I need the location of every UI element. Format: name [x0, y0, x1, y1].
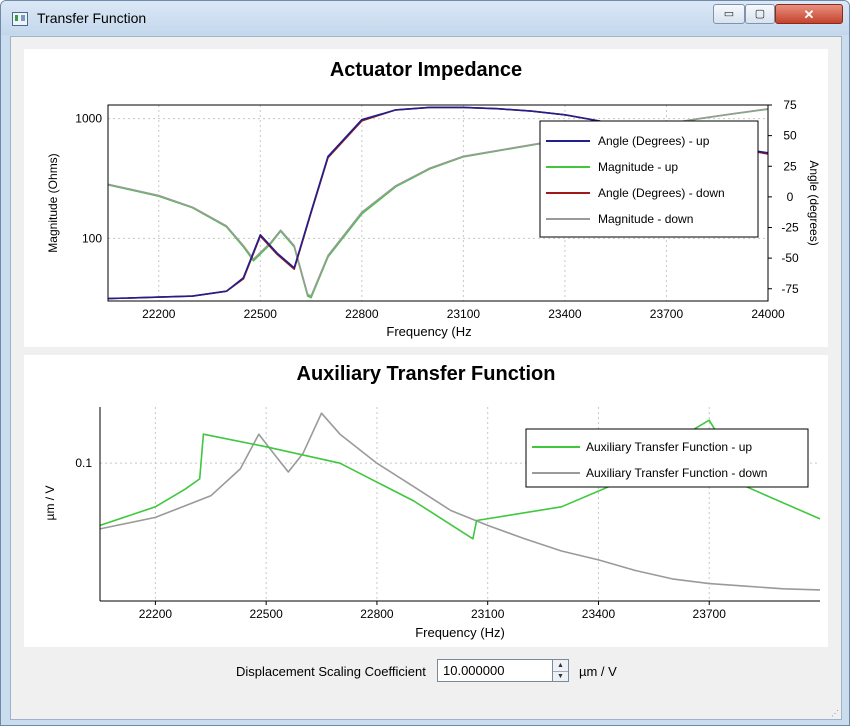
auxiliary-x-tick-label: 22500: [249, 607, 283, 621]
scaling-coefficient-label: Displacement Scaling Coefficient: [236, 664, 426, 679]
impedance-legend: Angle (Degrees) - up Magnitude - up Angle …: [539, 120, 759, 238]
resize-grip-icon[interactable]: ⋰: [831, 709, 839, 718]
scaling-coefficient-input[interactable]: 10.000000: [437, 659, 553, 682]
client-area: Actuator Impedance 22200 22500 22800 23100 2…: [10, 36, 842, 720]
scaling-coefficient-unit: µm / V: [579, 664, 617, 679]
auxiliary-x-tick-label: 22200: [139, 607, 173, 621]
auxiliary-series-line: [99, 419, 821, 540]
auxiliary-y-axis-label: µm / V: [43, 486, 57, 521]
spin-down-arrow-icon[interactable]: ▼: [557, 673, 564, 680]
impedance-y2-axis-label: Angle (degrees): [807, 160, 821, 245]
impedance-y2-tick-label: 50: [783, 129, 797, 143]
close-button[interactable]: ✕: [775, 4, 843, 24]
impedance-legend-entry: Magnitude - up: [598, 160, 678, 174]
auxiliary-x-tick-label: 23100: [471, 607, 505, 621]
auxiliary-legend: Auxiliary Transfer Function - up Auxiliar…: [525, 428, 809, 488]
impedance-y2-tick-label: 0: [787, 190, 794, 204]
impedance-x-tick-label: 23400: [548, 307, 582, 321]
impedance-legend-entry: Angle (Degrees) - down: [598, 186, 725, 200]
auxiliary-legend-box: [525, 428, 809, 488]
impedance-y2-tick-label: -75: [781, 282, 799, 296]
auxiliary-x-tick-label: 23400: [582, 607, 616, 621]
impedance-x-tick-label: 22500: [244, 307, 278, 321]
maximize-button[interactable]: ▢: [745, 4, 775, 24]
auxiliary-series-line: [99, 412, 821, 591]
impedance-legend-entry: Angle (Degrees) - up: [598, 134, 710, 148]
scaling-coefficient-spinner[interactable]: ▲ ▼: [553, 659, 569, 682]
impedance-x-tick-label: 24000: [751, 307, 785, 321]
impedance-x-tick-label: 23100: [447, 307, 481, 321]
impedance-x-tick-label: 23700: [650, 307, 684, 321]
impedance-chart-panel: Actuator Impedance 22200 22500 22800 23100 2…: [24, 49, 828, 347]
auxiliary-y-tick-label: 0.1: [75, 456, 92, 470]
scaling-controls: Displacement Scaling Coefficient 10.0000…: [11, 657, 841, 687]
impedance-x-tick-label: 22800: [345, 307, 379, 321]
impedance-y-tick-label: 1000: [75, 112, 102, 126]
auxiliary-chart: 22200 22500 22800 23100 23400 23700 0.1 Freque…: [43, 407, 821, 640]
auxiliary-chart-panel: Auxiliary Transfer Function 22200 22500 22…: [24, 355, 828, 647]
auxiliary-legend-entry: Auxiliary Transfer Function - up: [586, 440, 752, 454]
impedance-y2-tick-label: 25: [783, 159, 797, 173]
auxiliary-chart-title: Auxiliary Transfer Function: [296, 363, 556, 385]
impedance-y-axis-label: Magnitude (Ohms): [46, 153, 60, 252]
impedance-x-tick-label: 22200: [142, 307, 176, 321]
auxiliary-x-axis-label: Frequency (Hz): [415, 625, 505, 640]
auxiliary-x-tick-label: 23700: [693, 607, 727, 621]
impedance-y2-tick-label: 75: [783, 98, 797, 112]
impedance-plot-frame: [107, 104, 769, 302]
impedance-y-tick-label: 100: [82, 231, 102, 245]
impedance-legend-entry: Magnitude - down: [598, 212, 693, 226]
minimize-button[interactable]: ▭: [713, 4, 745, 24]
impedance-y2-tick-label: -50: [781, 251, 799, 265]
auxiliary-legend-entry: Auxiliary Transfer Function - down: [586, 466, 767, 480]
impedance-chart: 22200 22500 22800 23100 23400 23700 2400010001…: [46, 98, 821, 339]
spin-up-arrow-icon[interactable]: ▲: [553, 660, 568, 672]
impedance-chart-title: Actuator Impedance: [329, 59, 523, 81]
title-bar[interactable]: Transfer Function ▭ ▢ ✕: [1, 1, 849, 35]
app-icon: [12, 12, 28, 26]
impedance-y2-tick-label: -25: [781, 221, 799, 235]
auxiliary-x-tick-label: 22800: [360, 607, 394, 621]
impedance-x-axis-label: Frequency (Hz: [386, 324, 471, 339]
window-title: Transfer Function: [37, 10, 147, 26]
